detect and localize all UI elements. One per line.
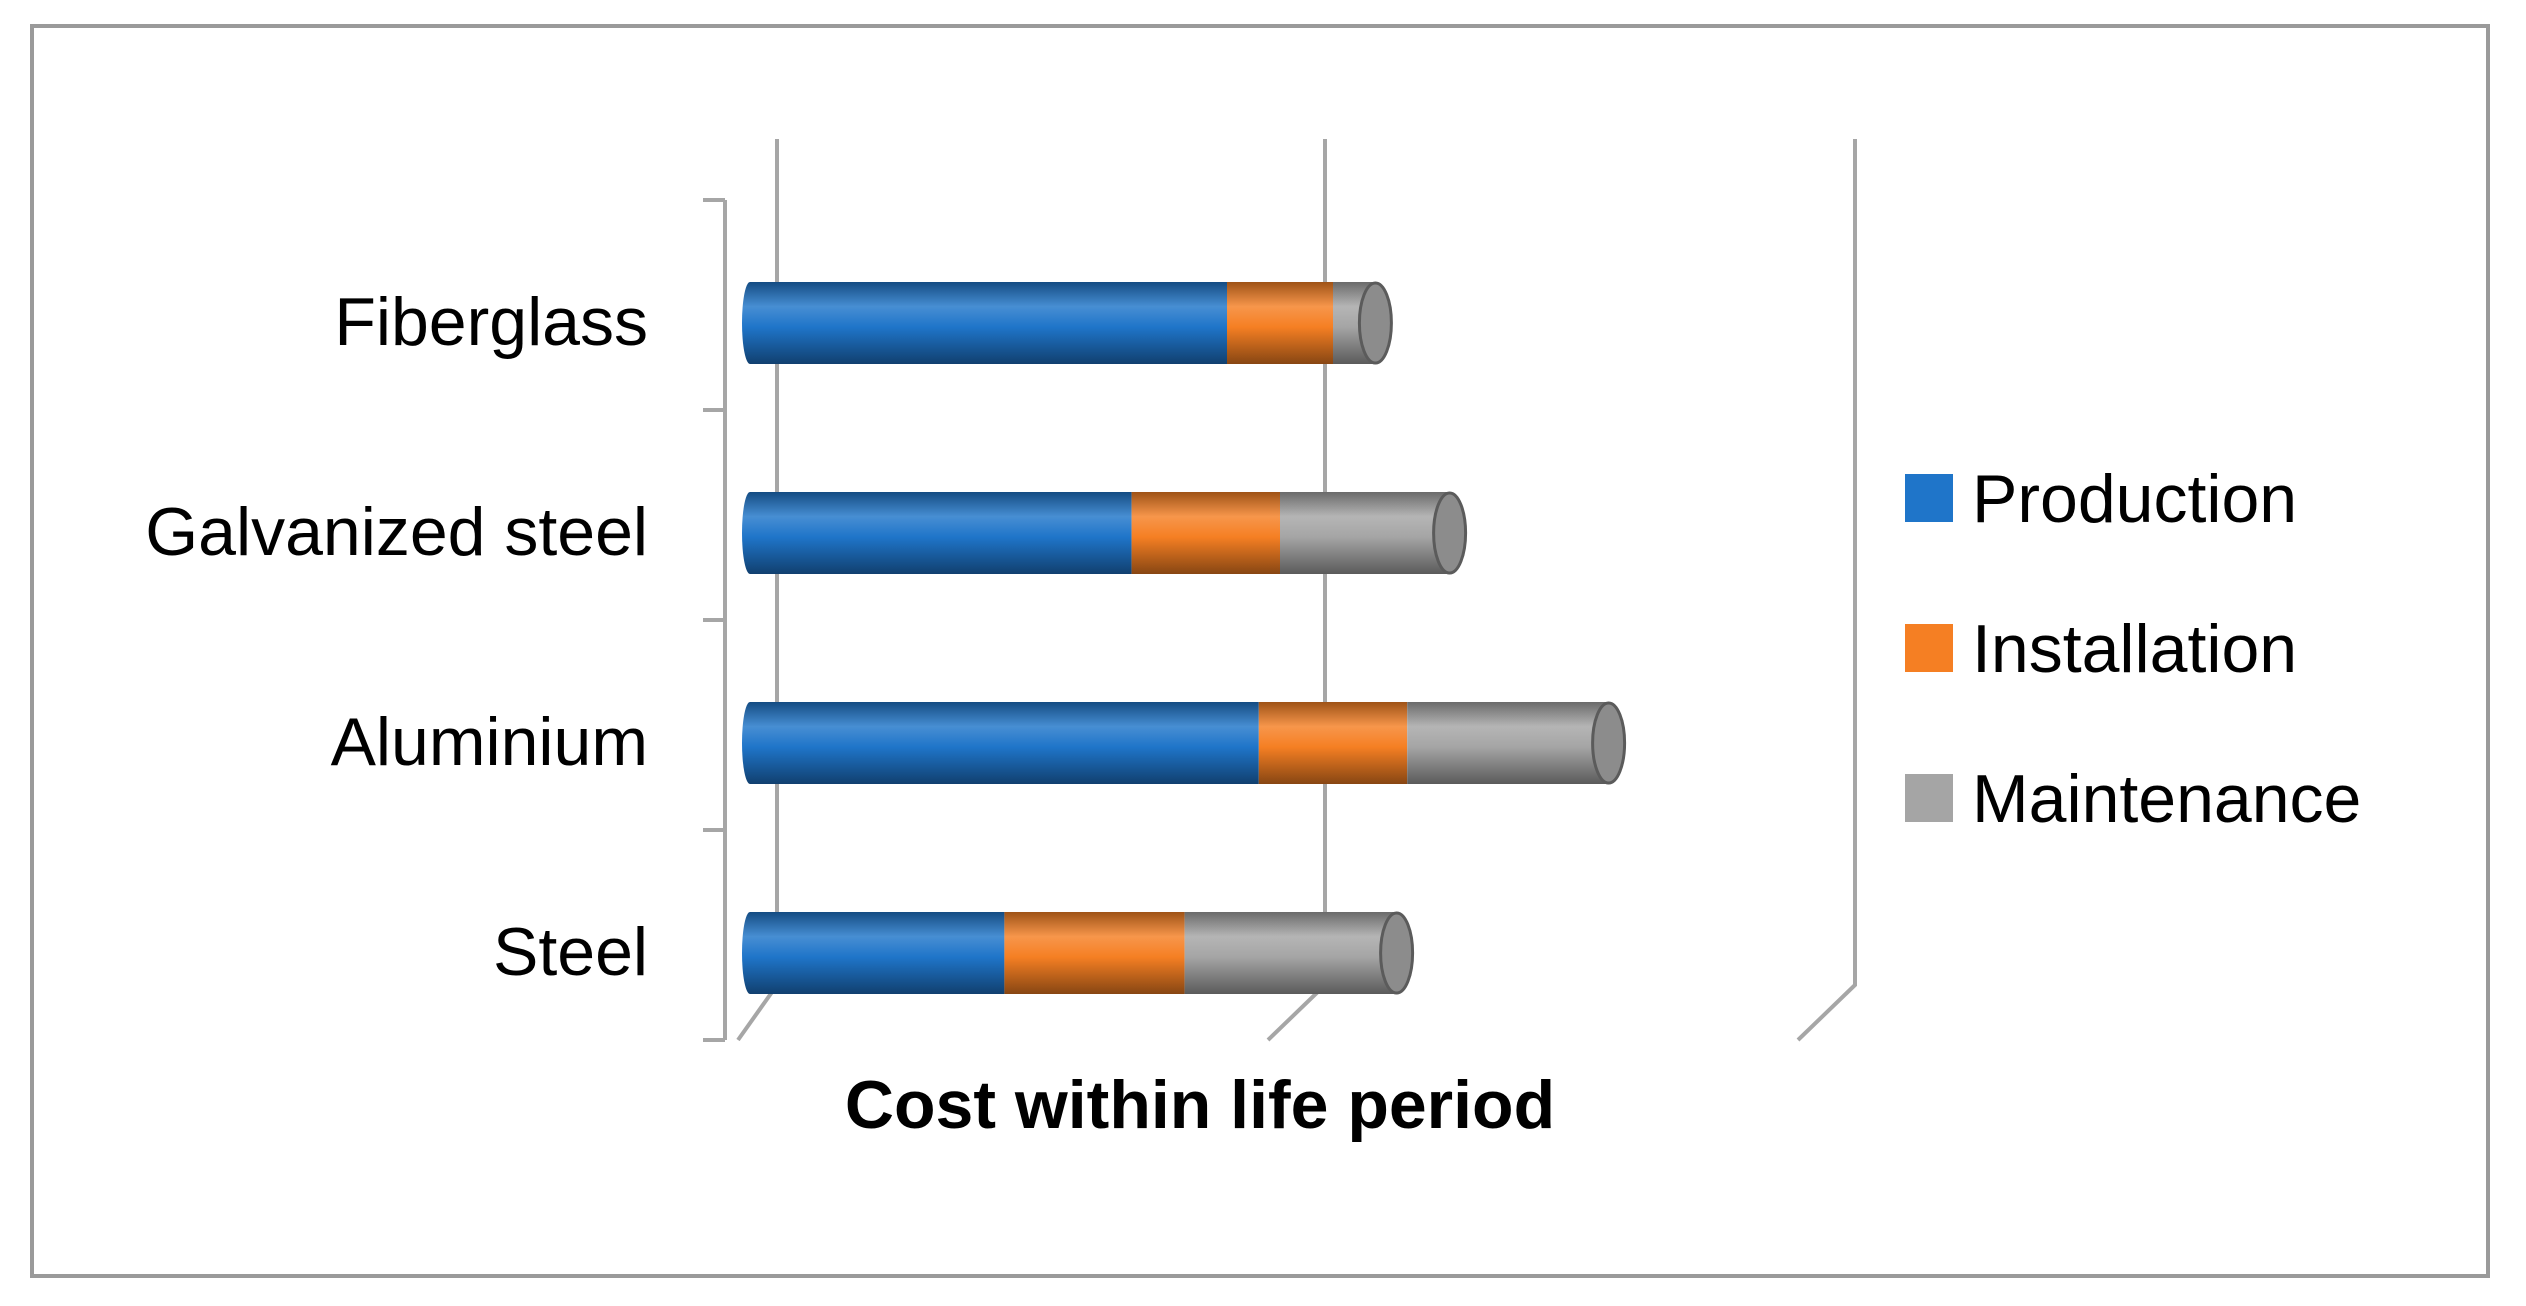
bar-segment-installation [1004, 912, 1185, 994]
chart-frame [30, 24, 2490, 1278]
legend-label-maintenance: Maintenance [1972, 761, 2361, 837]
category-label: Aluminium [331, 704, 648, 780]
bar-start-cap [742, 702, 758, 784]
gridline [1796, 139, 1857, 1042]
bar-segment-maintenance [1407, 702, 1609, 784]
bar-segment-installation [1227, 282, 1333, 364]
bar-segment-maintenance [1280, 492, 1450, 574]
bar-segment-production [750, 702, 1259, 784]
bar-group [742, 701, 1627, 785]
bar-end-cap [1432, 491, 1468, 575]
bars [742, 281, 1627, 995]
legend-swatch-installation [1905, 624, 1953, 672]
category-label: Galvanized steel [145, 494, 648, 570]
bar-segment-installation [1258, 702, 1408, 784]
category-label: Fiberglass [334, 284, 648, 360]
bar-segment-production [750, 912, 1005, 994]
bar-segment-production [750, 492, 1132, 574]
legend-swatch-maintenance [1905, 774, 1953, 822]
bar-group [742, 281, 1393, 365]
bar-group [742, 491, 1468, 575]
bar-segment-production [750, 282, 1227, 364]
legend-label-production: Production [1972, 461, 2297, 537]
bar-start-cap [742, 492, 758, 574]
gridlines [736, 139, 1857, 1042]
bar-start-cap [742, 282, 758, 364]
legend: Production Installation Maintenance [1905, 461, 2361, 837]
bar-end-cap [1591, 701, 1627, 785]
legend-label-installation: Installation [1972, 611, 2297, 687]
legend-swatch-production [1905, 474, 1953, 522]
bar-end-cap [1379, 911, 1415, 995]
gridline [736, 139, 779, 1042]
bar-segment-installation [1131, 492, 1280, 574]
category-axis [703, 198, 727, 1042]
category-label: Steel [493, 914, 648, 990]
bar-start-cap [742, 912, 758, 994]
bar-end-cap [1357, 281, 1393, 365]
bar-segment-maintenance [1184, 912, 1397, 994]
gridline [1266, 139, 1327, 1042]
bar-group [742, 911, 1415, 995]
x-axis-title: Cost within life period [845, 1067, 1555, 1143]
category-labels: Fiberglass Galvanized steel Aluminium Steel [145, 284, 648, 990]
